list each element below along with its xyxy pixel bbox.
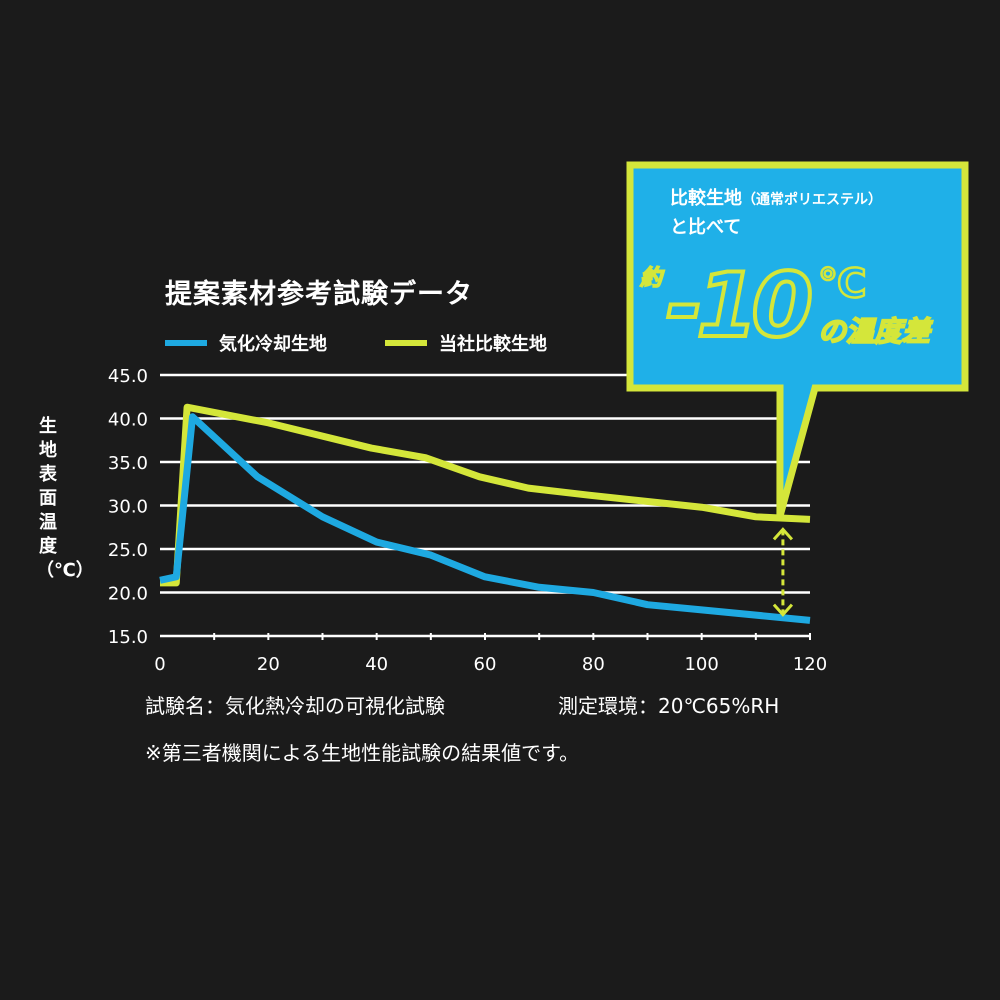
x-tick-label: 20	[257, 654, 280, 675]
y-tick-label: 20.0	[108, 584, 148, 605]
legend-item-cooling: 気化冷却生地	[165, 330, 327, 356]
y-tick-label: 45.0	[108, 366, 148, 387]
x-tick-label: 0	[154, 654, 165, 675]
callout-line2: と比べて	[670, 217, 742, 238]
y-tick-label: 35.0	[108, 453, 148, 474]
legend-swatch	[385, 340, 427, 346]
legend-label: 当社比較生地	[439, 334, 547, 355]
legend-label: 気化冷却生地	[219, 334, 327, 355]
test-name: 試験名：気化熱冷却の可視化試験	[145, 694, 445, 718]
test-environment: 測定環境：20℃65%RH	[558, 694, 780, 718]
x-tick-label: 120	[793, 654, 827, 675]
legend-item-comparison: 当社比較生地	[385, 330, 547, 356]
y-tick-label: 15.0	[108, 627, 148, 648]
callout-line1: 比較生地	[670, 188, 742, 209]
legend-swatch	[165, 340, 207, 346]
callout-paren: （通常ポリエステル）	[742, 192, 882, 208]
callout-approx: 約	[639, 266, 663, 291]
callout-value: -10	[664, 254, 815, 357]
x-tick-label: 60	[474, 654, 497, 675]
y-tick-label: 25.0	[108, 540, 148, 561]
chart-title: 提案素材参考試験データ	[165, 279, 473, 310]
series-line	[159, 413, 811, 624]
series-line	[160, 403, 811, 587]
x-tick-label: 80	[582, 654, 605, 675]
arrowhead-up	[772, 527, 794, 541]
y-axis-label: 生地表面温度（℃）	[36, 416, 94, 581]
y-tick-label: 40.0	[108, 410, 148, 431]
arrowhead-down	[772, 603, 794, 617]
y-tick-label: 30.0	[108, 497, 148, 518]
footnote: ※第三者機関による生地性能試験の結果値です。	[145, 741, 580, 765]
x-tick-label: 100	[684, 654, 718, 675]
callout-box	[626, 161, 969, 518]
callout-text: 比較生地（通常ポリエステル） と比べて	[670, 185, 882, 241]
callout-unit: ℃	[817, 261, 868, 307]
callout-suffix: の温度差	[817, 315, 931, 348]
x-tick-label: 40	[365, 654, 388, 675]
